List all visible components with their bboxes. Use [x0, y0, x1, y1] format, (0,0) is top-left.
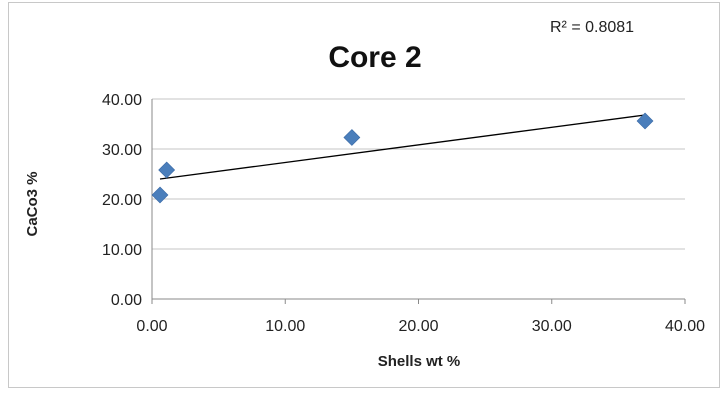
y-tick-label-4: 40.00 — [102, 92, 142, 109]
x-tick-label-3: 30.00 — [532, 318, 572, 335]
data-point-1 — [158, 161, 176, 179]
y-axis-title: CaCo3 % — [24, 171, 41, 236]
x-tick-label-1: 10.00 — [265, 318, 305, 335]
y-tick-label-0: 0.00 — [111, 292, 142, 309]
data-point-2 — [343, 129, 361, 146]
x-tick-label-2: 20.00 — [398, 318, 438, 335]
x-axis-title: Shells wt % — [378, 353, 461, 370]
y-tick-label-3: 30.00 — [102, 142, 142, 159]
trendline-layer — [159, 114, 646, 180]
data-point-0 — [151, 186, 169, 204]
scatter-chart: Core 2 R² = 0.8081 0.00 10.00 20.00 30.00 40… — [24, 19, 705, 370]
data-points — [151, 112, 654, 204]
x-tick-label-4: 40.00 — [665, 318, 705, 335]
y-tick-labels: 0.00 10.00 20.00 30.00 40.00 — [102, 92, 142, 309]
chart-title: Core 2 — [328, 41, 421, 74]
r-squared-annotation: R² = 0.8081 — [550, 19, 634, 36]
chart-frame: Core 2 R² = 0.8081 0.00 10.00 20.00 30.00 40… — [8, 2, 720, 388]
data-point-3 — [636, 112, 654, 130]
x-tick-label-0: 0.00 — [136, 318, 167, 335]
x-tick-labels: 0.00 10.00 20.00 30.00 40.00 — [136, 318, 705, 335]
gridlines — [152, 98, 685, 300]
axes — [151, 99, 686, 304]
y-tick-label-2: 20.00 — [102, 192, 142, 209]
y-tick-label-1: 10.00 — [102, 242, 142, 259]
trendline — [159, 114, 646, 180]
